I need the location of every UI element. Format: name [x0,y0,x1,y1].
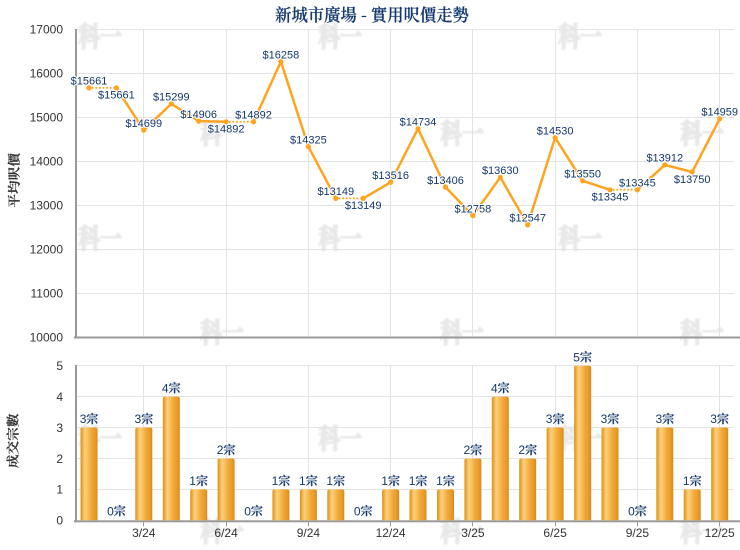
svg-text:6/24: 6/24 [214,526,238,540]
svg-text:0: 0 [107,504,114,518]
svg-text:$15661: $15661 [71,76,108,88]
svg-text:1: 1 [299,474,306,488]
svg-text:1: 1 [56,483,63,497]
svg-text:0: 0 [56,514,63,528]
svg-text:$14892: $14892 [235,110,272,122]
svg-text:0: 0 [244,504,251,518]
svg-text:1: 1 [272,474,279,488]
svg-text:10000: 10000 [30,330,64,344]
svg-text:4: 4 [162,381,169,395]
svg-text:9/25: 9/25 [626,526,650,540]
svg-text:14000: 14000 [30,154,64,168]
svg-text:13000: 13000 [30,198,64,212]
svg-text:0: 0 [354,504,361,518]
svg-text:$15299: $15299 [153,92,190,104]
svg-text:3: 3 [80,412,87,426]
svg-text:2: 2 [464,443,471,457]
svg-text:5: 5 [56,359,63,373]
svg-text:11000: 11000 [31,286,64,300]
svg-text:$12758: $12758 [455,203,492,215]
svg-text:5: 5 [573,350,580,364]
svg-text:$13149: $13149 [345,200,382,212]
svg-text:16000: 16000 [30,66,64,80]
svg-text:17000: 17000 [30,22,64,36]
svg-text:4: 4 [56,390,63,404]
svg-text:1: 1 [683,474,690,488]
svg-text:12000: 12000 [30,242,64,256]
svg-text:$14699: $14699 [125,118,162,130]
svg-text:3: 3 [546,412,553,426]
svg-text:$14530: $14530 [537,126,574,138]
svg-text:$14959: $14959 [701,107,738,119]
svg-text:$16258: $16258 [263,49,300,61]
svg-text:$13345: $13345 [619,178,656,190]
svg-text:4: 4 [491,381,498,395]
svg-text:$13345: $13345 [592,192,629,204]
svg-text:$12547: $12547 [509,213,546,225]
svg-text:3: 3 [656,412,663,426]
svg-text:1: 1 [409,474,416,488]
svg-text:15000: 15000 [30,110,64,124]
svg-text:$14906: $14906 [180,109,217,121]
svg-text:9/24: 9/24 [297,526,321,540]
svg-text:3: 3 [135,412,142,426]
svg-text:3: 3 [710,412,717,426]
svg-text:1: 1 [436,474,443,488]
svg-text:$13750: $13750 [674,174,711,186]
svg-text:2: 2 [217,443,224,457]
svg-text:$13516: $13516 [372,170,409,182]
svg-text:0: 0 [628,504,635,518]
svg-text:$13630: $13630 [482,165,519,177]
svg-text:$13550: $13550 [564,169,601,181]
svg-text:2: 2 [518,443,525,457]
svg-text:$13406: $13406 [427,175,464,187]
svg-text:$14325: $14325 [290,135,327,147]
svg-text:1: 1 [189,474,196,488]
svg-text:3/25: 3/25 [461,526,485,540]
svg-text:12/24: 12/24 [376,526,406,540]
svg-text:1: 1 [381,474,388,488]
svg-text:2: 2 [56,452,63,466]
svg-text:$13912: $13912 [646,153,683,165]
svg-text:3: 3 [56,421,63,435]
svg-text:$14734: $14734 [400,117,437,129]
svg-text:3/24: 3/24 [132,526,156,540]
svg-text:$13149: $13149 [317,186,354,198]
svg-text:1: 1 [326,474,333,488]
svg-text:3: 3 [601,412,608,426]
svg-text:$15661: $15661 [98,90,135,102]
svg-text:$14892: $14892 [208,124,245,136]
svg-text:12/25: 12/25 [705,526,735,540]
svg-text:6/25: 6/25 [543,526,567,540]
